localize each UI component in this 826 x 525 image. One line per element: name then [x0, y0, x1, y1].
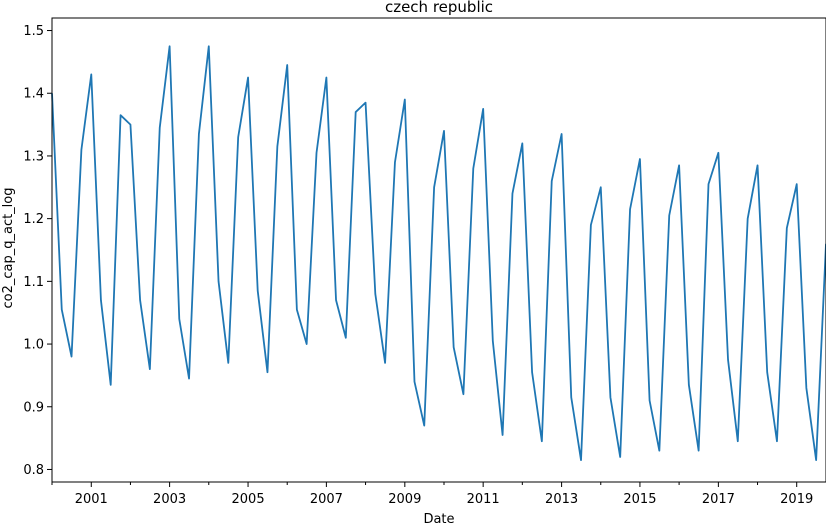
x-tick-label: 2011 [467, 492, 500, 507]
y-tick-label: 1.0 [23, 338, 44, 353]
x-tick-label: 2001 [75, 492, 108, 507]
x-tick-label: 2017 [702, 492, 735, 507]
y-tick-label: 1.4 [23, 87, 44, 102]
y-tick-label: 1.2 [23, 212, 44, 227]
x-tick-label: 2019 [780, 492, 813, 507]
series-line [51, 45, 826, 461]
y-tick-label: 1.5 [23, 24, 44, 39]
x-axis-ticks: 2001 2003 2005 2007 2009 2011 2013 2015 2017 2019 [51, 482, 813, 507]
y-tick-label: 0.9 [23, 400, 44, 415]
plot-frame [51, 17, 826, 483]
x-tick-label: 2013 [545, 492, 578, 507]
x-tick-label: 2005 [232, 492, 265, 507]
x-tick-label: 2003 [153, 492, 186, 507]
chart-title: czech republic [385, 0, 493, 16]
y-tick-label: 0.8 [23, 463, 44, 478]
y-axis-label: co2_cap_q_act_log [1, 187, 16, 308]
x-axis-label: Date [423, 512, 454, 525]
y-axis-ticks: 0.8 0.9 1.0 1.1 1.2 1.3 1.4 1.5 [23, 24, 52, 478]
y-tick-label: 1.3 [23, 149, 44, 164]
x-tick-label: 2015 [623, 492, 656, 507]
x-tick-label: 2007 [310, 492, 343, 507]
y-tick-label: 1.1 [23, 275, 44, 290]
x-tick-label: 2009 [388, 492, 421, 507]
